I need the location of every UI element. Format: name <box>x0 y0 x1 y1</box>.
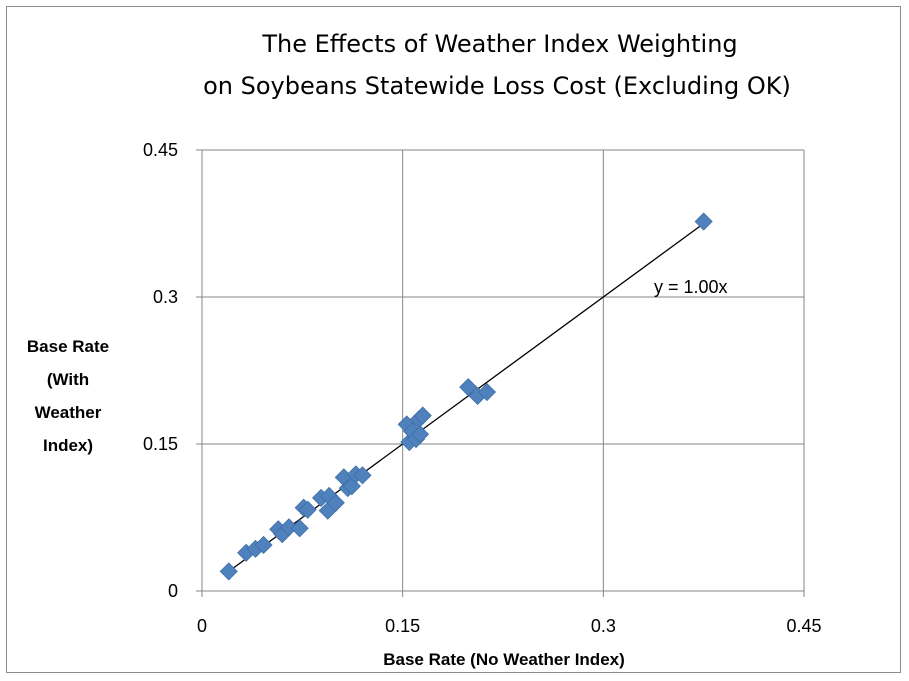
x-tick-label: 0 <box>197 616 207 636</box>
y-tick-label: 0.3 <box>153 287 178 307</box>
trendline <box>228 222 705 572</box>
grid-lines <box>202 149 805 591</box>
data-point-13 <box>326 493 345 512</box>
y-tick-label: 0 <box>168 581 178 601</box>
data-point-29 <box>694 212 713 231</box>
data-point-3 <box>254 535 273 555</box>
y-axis-label-line-3: Weather <box>35 403 102 422</box>
y-tick-label: 0.45 <box>143 140 178 160</box>
chart-title-line-2: on Soybeans Statewide Loss Cost (Excludi… <box>203 72 791 100</box>
y-axis-label: Base Rate (With Weather Index) <box>27 337 109 455</box>
chart-title-line-1: The Effects of Weather Index Weighting <box>261 30 737 58</box>
data-point-28 <box>477 382 497 402</box>
axes <box>196 149 805 597</box>
data-point-25 <box>413 406 432 425</box>
tick-labels: 0 0.15 0.3 0.45 0 0.15 0.3 0.45 <box>143 140 822 636</box>
y-axis-label-line-1: Base Rate <box>27 337 109 356</box>
y-axis-label-line-4: Index) <box>43 436 93 455</box>
x-tick-label: 0.45 <box>786 616 821 636</box>
x-tick-label: 0.15 <box>385 616 420 636</box>
trendline-equation: y = 1.00x <box>654 277 728 297</box>
data-point-18 <box>353 466 372 485</box>
data-point-7 <box>290 519 309 538</box>
y-tick-label: 0.15 <box>143 434 178 454</box>
data-point-24 <box>410 425 430 444</box>
x-tick-label: 0.3 <box>591 616 616 636</box>
x-axis-label: Base Rate (No Weather Index) <box>383 650 625 669</box>
data-point-26 <box>459 378 478 397</box>
data-point-9 <box>298 500 317 519</box>
trendline-group <box>228 222 705 572</box>
chart-frame <box>6 6 901 673</box>
y-axis-label-line-2: (With <box>47 370 89 389</box>
data-point-0 <box>219 562 238 581</box>
data-points <box>219 212 713 581</box>
